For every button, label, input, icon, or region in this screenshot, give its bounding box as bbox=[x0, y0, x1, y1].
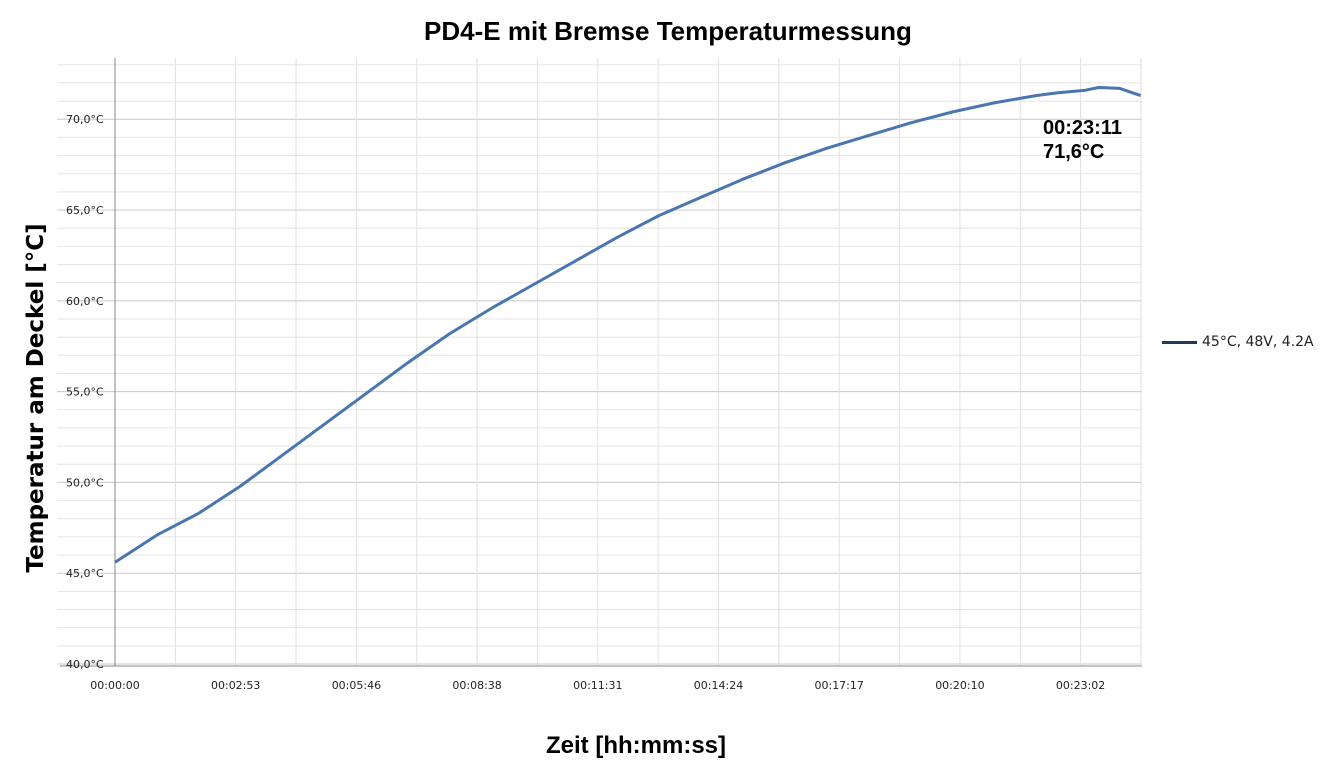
y-tick-label: 60,0°C bbox=[66, 295, 104, 308]
x-tick-label: 00:05:46 bbox=[332, 679, 381, 692]
x-tick-label: 00:17:17 bbox=[814, 679, 863, 692]
y-tick-labels: 40,0°C 45,0°C 50,0°C 55,0°C 60,0°C 65,0°C 70,0… bbox=[66, 113, 104, 671]
chart-title: PD4-E mit Bremse Temperaturmessung bbox=[424, 16, 912, 46]
legend-swatch bbox=[1162, 340, 1197, 344]
x-tick-label: 00:20:10 bbox=[935, 679, 984, 692]
x-tick-label: 00:14:24 bbox=[694, 679, 743, 692]
x-tick-label: 00:08:38 bbox=[452, 679, 501, 692]
series-group bbox=[114, 86, 1142, 564]
legend-label: 45°C, 48V, 4.2A bbox=[1202, 334, 1314, 350]
x-tick-labels: 00:00:00 00:02:53 00:05:46 00:08:38 00:11:31… bbox=[90, 679, 1105, 692]
peak-annotation: 00:23:11 71,6°C bbox=[1043, 116, 1122, 164]
y-tick-label: 45,0°C bbox=[66, 567, 104, 580]
y-tick-label: 40,0°C bbox=[66, 658, 104, 671]
y-tick-label: 55,0°C bbox=[66, 386, 104, 399]
x-axis-title: Zeit [hh:mm:ss] bbox=[546, 732, 726, 759]
annotation-time: 00:23:11 bbox=[1043, 117, 1122, 139]
y-tick-label: 50,0°C bbox=[66, 476, 104, 489]
annotation-value: 71,6°C bbox=[1043, 141, 1105, 163]
x-tick-label: 00:23:02 bbox=[1056, 679, 1105, 692]
y-tick-label: 65,0°C bbox=[66, 204, 104, 217]
legend: 45°C, 48V, 4.2A bbox=[1162, 334, 1314, 350]
x-tick-label: 00:00:00 bbox=[90, 679, 139, 692]
x-tick-label: 00:11:31 bbox=[573, 679, 622, 692]
grid bbox=[57, 58, 1142, 666]
x-tick-label: 00:02:53 bbox=[211, 679, 260, 692]
y-tick-label: 70,0°C bbox=[66, 113, 104, 126]
series-line bbox=[114, 86, 1142, 564]
axes bbox=[60, 58, 1142, 667]
